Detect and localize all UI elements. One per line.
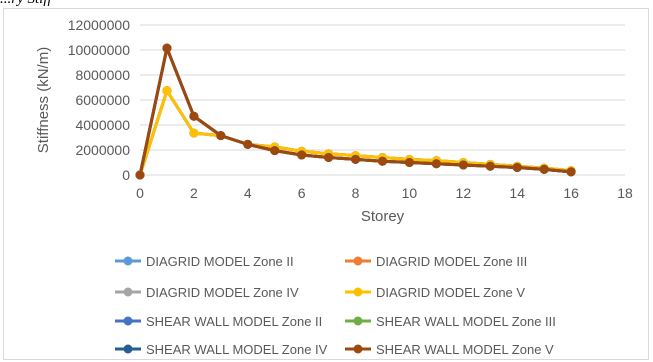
y-tick-label: 0 [122,167,130,183]
y-tick-label: 6000000 [75,92,130,108]
x-tick-label: 2 [190,185,198,201]
legend-swatch-marker [353,256,363,266]
legend-item: SHEAR WALL MODEL Zone IV [115,342,328,357]
y-tick-label: 4000000 [75,117,130,133]
data-point [378,156,387,166]
legend-item: DIAGRID MODEL Zone III [345,254,527,269]
legend-swatch-marker [123,344,133,354]
legend: DIAGRID MODEL Zone II DIAGRID MODEL Zone … [115,254,556,357]
x-tick-label: 18 [617,185,633,201]
data-point [189,111,199,121]
gridlines [140,24,625,176]
y-axis-title: Stiffness (kN/m) [35,47,52,153]
y-tick-label: 12000000 [68,17,131,33]
data-point [566,167,576,177]
legend-item: DIAGRID MODEL Zone IV [115,285,299,300]
data-point [539,164,549,174]
legend-label: SHEAR WALL MODEL Zone II [146,314,322,329]
x-tick-label: 4 [244,185,252,201]
x-axis-title: Storey [361,208,405,225]
y-tick-label: 8000000 [75,67,130,83]
data-point [135,170,145,180]
x-tick-label: 16 [563,185,579,201]
data-point [351,154,361,164]
legend-swatch-marker [353,287,363,297]
data-point [162,86,172,96]
data-point [431,159,441,169]
legend-swatch-marker [123,287,133,297]
data-point [512,163,522,172]
y-axis-ticks: 0 2000000 4000000 6000000 8000000 10000000 120… [68,17,131,183]
legend-label: DIAGRID MODEL Zone V [376,285,525,300]
legend-label: DIAGRID MODEL Zone III [376,254,527,269]
data-point [270,146,280,156]
x-tick-label: 6 [298,185,306,201]
data-point [189,128,199,138]
legend-item: DIAGRID MODEL Zone II [115,254,294,269]
legend-swatch-marker [123,256,133,266]
x-tick-label: 10 [402,185,418,201]
legend-swatch-marker [353,344,363,354]
legend-label: DIAGRID MODEL Zone IV [146,285,299,300]
data-point [162,43,172,53]
legend-swatch-marker [353,316,363,326]
legend-swatch-marker [123,316,133,326]
data-point [458,160,468,170]
figure-caption-fragment: ...ry Stiff [0,0,52,8]
data-point [404,158,414,167]
data-point [297,150,307,160]
series-lines [135,43,576,180]
legend-item: DIAGRID MODEL Zone V [345,285,525,300]
legend-label: SHEAR WALL MODEL Zone III [376,314,556,329]
y-tick-label: 10000000 [68,42,131,58]
data-point [485,161,495,171]
x-tick-label: 14 [509,185,525,201]
legend-item: SHEAR WALL MODEL Zone III [345,314,556,329]
x-tick-label: 12 [456,185,472,201]
chart-frame [3,8,649,360]
data-point [216,131,226,141]
legend-item: SHEAR WALL MODEL Zone II [115,314,322,329]
series-8 [135,43,576,180]
data-point [324,153,334,162]
data-point [243,139,253,149]
legend-label: SHEAR WALL MODEL Zone V [376,342,554,357]
x-tick-label: 0 [136,185,144,201]
legend-item: SHEAR WALL MODEL Zone V [345,342,554,357]
y-tick-label: 2000000 [75,142,130,158]
legend-label: DIAGRID MODEL Zone II [146,254,294,269]
x-tick-label: 8 [352,185,360,201]
legend-label: SHEAR WALL MODEL Zone IV [146,342,328,357]
x-axis-ticks: 0 2 4 6 8 10 12 14 16 18 [136,185,633,201]
